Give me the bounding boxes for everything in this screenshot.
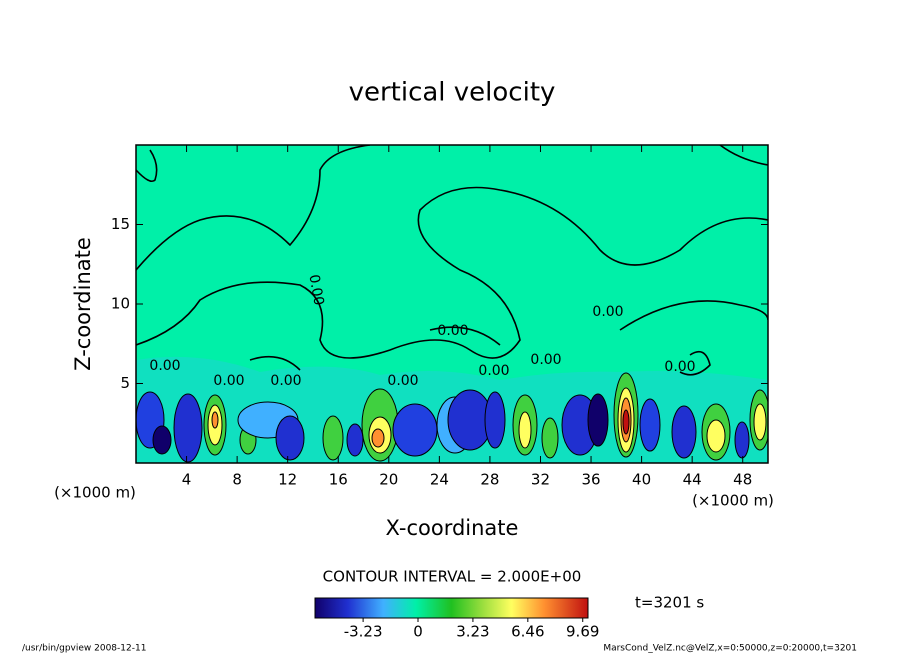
time-label: t=3201 s xyxy=(635,594,704,612)
colorbar-tick-label: 9.69 xyxy=(566,623,599,641)
y-unit: (×1000 m) xyxy=(692,492,774,510)
field-blob xyxy=(518,411,532,449)
contour-line xyxy=(136,186,768,359)
colorbar-tick-label: 0 xyxy=(413,623,423,641)
field-blob xyxy=(753,403,767,441)
contour-line xyxy=(429,326,501,346)
contour-interval: CONTOUR INTERVAL = 2.000E+00 xyxy=(323,568,582,586)
contour-label: 0.00 xyxy=(592,304,623,320)
x-tick-label: 12 xyxy=(278,471,297,489)
field-blob xyxy=(371,428,385,448)
field-blob xyxy=(173,393,203,463)
x-tick-label: 24 xyxy=(430,471,449,489)
x-tick-label: 32 xyxy=(531,471,550,489)
contour-label: 0.00 xyxy=(213,373,244,389)
x-axis-label: X-coordinate xyxy=(386,516,519,540)
field-blob xyxy=(484,391,506,449)
footer-right: MarsCond_VelZ.nc@VelZ,x=0:50000,z=0:2000… xyxy=(603,644,857,654)
contour-line xyxy=(619,300,768,331)
colorbar xyxy=(314,597,589,619)
colorbar-tick-label: 3.23 xyxy=(456,623,489,641)
x-tick-label: 16 xyxy=(329,471,348,489)
contour-line xyxy=(136,149,158,183)
contour-label: 0.00 xyxy=(664,359,695,375)
contour-line xyxy=(679,350,711,376)
x-tick-label: 8 xyxy=(232,471,242,489)
field-blob xyxy=(671,405,697,459)
field-blob xyxy=(152,425,172,455)
x-tick-label: 48 xyxy=(733,471,752,489)
y-tick-label: 15 xyxy=(111,215,130,233)
contour-field xyxy=(136,145,768,463)
field-blob xyxy=(587,393,609,447)
contour-label: 0.00 xyxy=(149,358,180,374)
contour-label: 0.00 xyxy=(478,363,509,379)
y-tick-label: 5 xyxy=(120,374,130,392)
x-tick-label: 40 xyxy=(632,471,651,489)
field-blob xyxy=(734,421,750,459)
chart-title: vertical velocity xyxy=(349,78,556,108)
contour-label: 0.00 xyxy=(387,373,418,389)
contour-line xyxy=(249,355,301,371)
colorbar-tick-label: -3.23 xyxy=(344,623,383,641)
field-blob xyxy=(622,409,630,435)
contour-label: 0.00 xyxy=(437,323,468,339)
contour-label: 0.00 xyxy=(305,273,326,306)
field-blob xyxy=(639,398,661,452)
contour-line xyxy=(719,145,768,166)
field-blob xyxy=(541,417,559,459)
x-tick-label: 20 xyxy=(379,471,398,489)
contour-label: 0.00 xyxy=(530,352,561,368)
y-tick-label: 10 xyxy=(111,295,130,313)
x-tick-label: 4 xyxy=(182,471,192,489)
colorbar-tick-label: 6.46 xyxy=(511,623,544,641)
footer-left: /usr/bin/gpview 2008-12-11 xyxy=(22,644,146,654)
field-blob xyxy=(322,415,344,461)
field-blob xyxy=(392,403,438,457)
field-blob xyxy=(706,419,726,453)
x-tick-label: 28 xyxy=(480,471,499,489)
field-blob xyxy=(346,423,364,457)
field-blob xyxy=(275,415,305,461)
y-axis-label: Z-coordinate xyxy=(71,237,95,371)
x-tick-label: 44 xyxy=(683,471,702,489)
contour-line xyxy=(136,145,371,271)
x-unit: (×1000 m) xyxy=(54,484,136,502)
field-blob xyxy=(211,411,219,429)
x-tick-label: 36 xyxy=(581,471,600,489)
contour-label: 0.00 xyxy=(270,373,301,389)
